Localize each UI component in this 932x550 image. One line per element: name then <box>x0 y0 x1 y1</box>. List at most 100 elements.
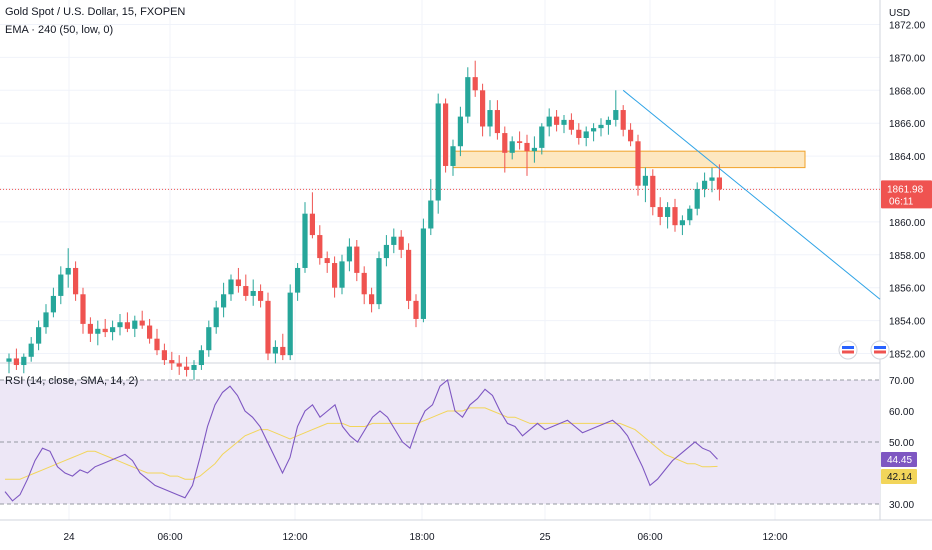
candle <box>450 139 456 176</box>
candle <box>147 318 153 344</box>
us-flag-event-icon <box>870 340 890 360</box>
candle-body <box>280 346 286 356</box>
candle-body <box>679 220 685 226</box>
candle <box>642 167 648 203</box>
candle-body <box>309 213 315 236</box>
candle <box>80 287 86 334</box>
candle <box>480 83 486 137</box>
rsi-legend[interactable]: RSI (14, close, SMA, 14, 2) <box>5 375 139 387</box>
rsi-value-label: 44.45 <box>887 455 912 466</box>
resistance-zone <box>452 150 806 169</box>
candle <box>709 167 715 193</box>
candle <box>716 164 722 201</box>
candle <box>324 251 330 273</box>
candle-body <box>235 279 241 287</box>
candle <box>332 256 338 298</box>
candle <box>494 100 500 140</box>
candle <box>687 205 693 226</box>
candle <box>176 355 182 375</box>
candle-body <box>391 236 397 245</box>
candle <box>110 320 116 341</box>
ema-legend[interactable]: EMA · 240 (50, low, 0) <box>5 24 114 36</box>
candle <box>591 123 597 142</box>
candle-body <box>213 307 219 328</box>
candle-body <box>620 110 626 130</box>
candle <box>243 274 249 301</box>
candle <box>295 263 301 301</box>
candle <box>546 108 552 137</box>
candle-body <box>413 300 419 319</box>
price-tick-label: 1854.00 <box>889 317 926 328</box>
candle <box>161 343 167 366</box>
candle-body <box>702 180 708 189</box>
candle-body <box>428 200 434 229</box>
candle <box>280 333 286 361</box>
candle-body <box>406 249 412 301</box>
candle-body <box>228 279 234 295</box>
candle <box>36 320 42 351</box>
candle-body <box>169 360 175 364</box>
candle <box>672 198 678 232</box>
candle-body <box>709 177 715 181</box>
candle <box>361 266 367 305</box>
candle-body <box>154 338 160 351</box>
candle <box>635 134 641 196</box>
candle <box>383 235 389 267</box>
price-tick-label: 1852.00 <box>889 350 926 361</box>
rsi-tick-label: 50.00 <box>889 438 914 449</box>
candle-body <box>132 320 138 329</box>
candle <box>605 116 611 135</box>
candle-body <box>531 147 537 152</box>
candle <box>435 93 441 214</box>
candle <box>65 248 71 288</box>
time-tick-label: 24 <box>63 532 75 543</box>
candle <box>428 179 434 236</box>
candle <box>258 284 264 308</box>
candle-body <box>339 261 345 288</box>
candle <box>228 274 234 301</box>
candle-body <box>687 208 693 221</box>
flag-stripe-blue <box>874 346 886 349</box>
candle-body <box>324 258 330 264</box>
candle-body <box>28 343 34 357</box>
candle <box>531 136 537 163</box>
candle-body <box>487 110 493 127</box>
candle-body <box>665 207 671 217</box>
candle <box>265 292 271 361</box>
rsi-sma-tag <box>881 469 917 484</box>
candle-body <box>694 189 700 209</box>
candle-body <box>250 290 256 296</box>
candle-body <box>450 146 456 166</box>
candle-body <box>191 365 197 370</box>
candle-body <box>517 141 523 143</box>
candle-body <box>184 366 190 370</box>
symbol-title[interactable]: Gold Spot / U.S. Dollar, 15, FXOPEN <box>5 6 186 18</box>
candle-body <box>642 175 648 186</box>
price-tick-label: 1860.00 <box>889 218 926 229</box>
flag-stripe-blue <box>842 346 854 349</box>
candle-body <box>295 267 301 293</box>
candle-body <box>576 129 582 139</box>
candle <box>487 100 493 137</box>
candle <box>139 310 145 329</box>
candle <box>369 287 375 313</box>
price-tick-label: 1870.00 <box>889 53 926 64</box>
candle-body <box>243 286 249 296</box>
candle-body <box>361 272 367 295</box>
rsi-sma-line <box>5 407 718 480</box>
candle-body <box>465 77 471 117</box>
candle <box>509 136 515 160</box>
candle <box>598 118 604 137</box>
candle <box>398 230 404 259</box>
candle <box>628 123 634 147</box>
candle <box>702 172 708 198</box>
candle <box>73 261 79 301</box>
rsi-tick-label: 70.00 <box>889 376 914 387</box>
candle <box>679 215 685 236</box>
candle-body <box>176 363 182 367</box>
candle <box>465 67 471 124</box>
candle <box>169 351 175 370</box>
candle <box>524 134 530 176</box>
candle <box>6 353 12 374</box>
